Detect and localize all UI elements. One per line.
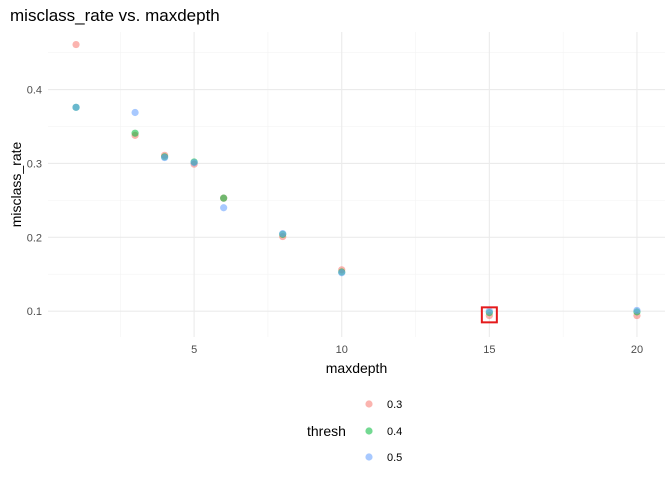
y-tick-label: 0.3 <box>27 158 42 170</box>
x-axis: 5 10 15 20 <box>191 344 643 356</box>
x-tick-label: 10 <box>336 344 348 356</box>
data-points <box>72 40 641 320</box>
highlight-rect <box>480 306 498 324</box>
x-tick-label: 15 <box>483 344 495 356</box>
data-point <box>633 306 641 315</box>
x-tick-label: 20 <box>631 344 643 356</box>
legend-label: 0.3 <box>387 399 402 411</box>
y-tick-label: 0.4 <box>27 85 42 97</box>
grid <box>48 32 665 337</box>
y-tick-label: 0.1 <box>27 306 42 318</box>
data-point <box>338 269 346 277</box>
data-point <box>72 40 80 49</box>
data-point <box>161 153 169 162</box>
data-point <box>220 194 228 202</box>
chart-title: misclass_rate vs. maxdepth <box>10 6 220 25</box>
legend-key <box>365 400 373 408</box>
legend: thresh 0.3 0.4 0.5 <box>307 399 402 464</box>
data-point <box>131 129 139 137</box>
x-axis-title: maxdepth <box>326 360 387 376</box>
series-0.3 <box>72 40 641 320</box>
legend-key <box>365 427 373 435</box>
y-axis-title: misclass_rate <box>8 142 24 228</box>
x-tick-label: 5 <box>191 344 197 356</box>
data-point <box>485 307 493 315</box>
y-axis: 0.1 0.2 0.3 0.4 <box>27 85 42 319</box>
data-point <box>190 159 198 167</box>
legend-label: 0.5 <box>387 452 402 464</box>
y-tick-label: 0.2 <box>27 232 42 244</box>
legend-title: thresh <box>307 423 346 439</box>
data-point <box>220 204 228 212</box>
highlight-box <box>480 306 498 324</box>
data-point <box>131 108 139 117</box>
legend-label: 0.4 <box>387 426 402 438</box>
series-0.5 <box>72 103 641 315</box>
data-point <box>279 230 287 238</box>
data-point <box>72 103 80 111</box>
series-0.4 <box>72 103 641 317</box>
legend-key <box>365 453 373 461</box>
